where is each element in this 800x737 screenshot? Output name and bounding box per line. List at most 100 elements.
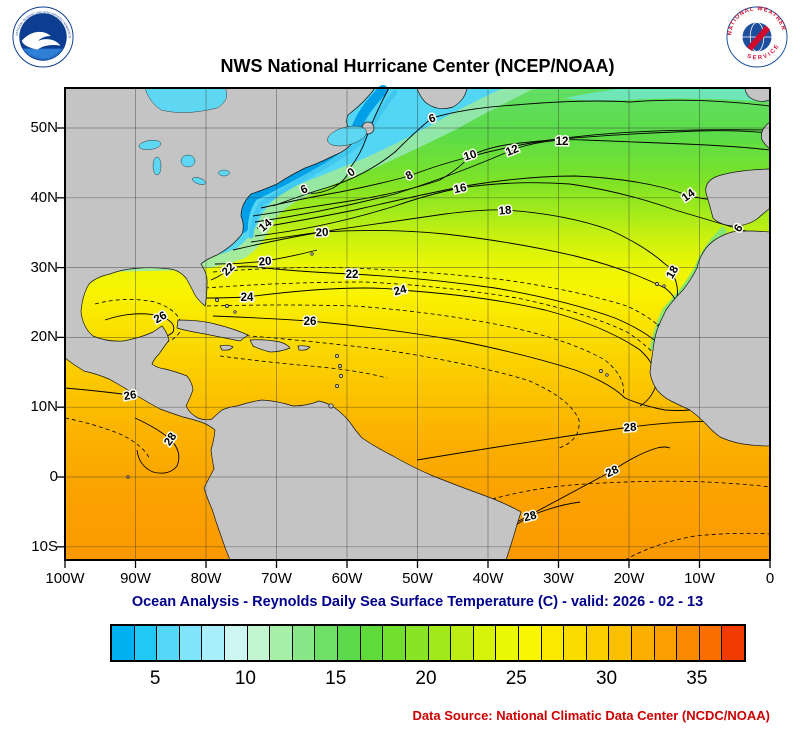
- france-landmass: [761, 121, 771, 150]
- lon-tick-label: 0: [765, 570, 775, 587]
- colorbar-tick-label: 5: [149, 668, 161, 689]
- lon-tick-label: 10W: [684, 570, 715, 587]
- great-lake: [218, 169, 230, 177]
- colorbar-cell: [473, 626, 497, 660]
- contour-label: 24: [393, 283, 409, 298]
- colorbar-cell: [405, 626, 429, 660]
- isotherm-dashed: [204, 281, 660, 361]
- lon-tick-label: 60W: [331, 570, 363, 587]
- colorbar-cell: [654, 626, 678, 660]
- island: [215, 298, 219, 302]
- colorbar-cell: [315, 626, 339, 660]
- colorbar-cell: [134, 626, 158, 660]
- grid-layer: [65, 88, 770, 560]
- island: [605, 373, 609, 377]
- lon-tick-label: 30W: [543, 570, 574, 587]
- isotherm-dashed: [206, 304, 624, 397]
- colorbar-cell: [541, 626, 565, 660]
- lon-tick-label: 50W: [402, 570, 433, 587]
- colorbar-cell: [586, 626, 610, 660]
- colorbar-cell: [722, 626, 745, 660]
- contour-label: 26: [123, 389, 138, 403]
- hispaniola-island: [249, 339, 291, 353]
- colorbar-cell: [428, 626, 452, 660]
- island: [335, 354, 339, 358]
- contour-label: 16: [453, 182, 468, 196]
- colorbar-cell: [632, 626, 655, 660]
- jamaica-island: [219, 344, 234, 351]
- contour-label: 10: [462, 148, 478, 163]
- colorbar-cell: [247, 626, 271, 660]
- isotherm-26: [212, 315, 691, 411]
- island: [335, 384, 339, 388]
- british-isles-landmass: [744, 87, 771, 102]
- colorbar-cell: [383, 626, 406, 660]
- colorbar-cell: [112, 626, 135, 660]
- contour-label: 28: [523, 509, 539, 524]
- colorbar-cell: [270, 626, 293, 660]
- noaa-logo: NATIONAL OCEANIC AND ATMOSPHERIC ADMINIS…: [12, 6, 74, 68]
- colorbar-cell: [496, 626, 519, 660]
- colorbar: [110, 624, 746, 662]
- isotherm-dashed: [624, 532, 771, 561]
- colorbar-tick-label: 20: [415, 668, 437, 689]
- isotherm-20b: [214, 249, 318, 265]
- contour-label: 18: [498, 204, 512, 217]
- great-lake: [180, 154, 196, 168]
- isotherm-dashed: [219, 355, 388, 379]
- island: [662, 284, 666, 288]
- lat-tick-label: 10N: [30, 398, 58, 416]
- contour-label: 20: [258, 255, 272, 268]
- isotherm-8: [260, 129, 771, 209]
- page-title: NWS National Hurricane Center (NCEP/NOAA…: [220, 56, 615, 76]
- colorbar-cell: [179, 626, 203, 660]
- colorbar-cell: [292, 626, 316, 660]
- island: [310, 252, 314, 256]
- great-lake: [152, 156, 162, 176]
- noaa-gull-icon: [21, 31, 61, 50]
- isotherm-28b: [516, 446, 671, 523]
- isotherm-dashed: [64, 417, 151, 461]
- contour-label: 22: [346, 269, 359, 281]
- lon-tick-label: 100W: [45, 570, 85, 587]
- lat-tick-label: 0: [49, 468, 58, 485]
- colorbar-cell: [360, 626, 384, 660]
- lat-tick-label: 10S: [31, 537, 58, 555]
- colorbar-tick-label: 25: [505, 668, 527, 689]
- contour-label: 28: [623, 421, 637, 434]
- axis-ticks: [57, 127, 771, 568]
- island: [339, 374, 343, 378]
- great-lake: [138, 140, 162, 150]
- colorbar-cell: [609, 626, 633, 660]
- contour-label: 24: [241, 292, 254, 304]
- greenland-landmass: [416, 87, 468, 109]
- lon-tick-label: 70W: [261, 570, 292, 587]
- contour-label: 20: [315, 227, 328, 240]
- noaa-logo-sea: [22, 48, 64, 60]
- island: [233, 310, 237, 314]
- caption: Ocean Analysis - Reynolds Daily Sea Surf…: [131, 594, 704, 610]
- colorbar-tick-label: 15: [325, 668, 347, 689]
- isotherm-0: [304, 87, 390, 194]
- colorbar-cell: [677, 626, 700, 660]
- data-source: Data Source: National Climatic Data Cent…: [412, 708, 770, 723]
- colorbar-cell: [451, 626, 474, 660]
- island: [655, 282, 659, 286]
- isotherm-12: [254, 139, 771, 223]
- colorbar-tick-label: 10: [234, 668, 256, 689]
- colorbar-cell: [202, 626, 226, 660]
- lon-tick-label: 90W: [120, 570, 151, 587]
- island: [225, 304, 229, 308]
- cuba-island: [176, 319, 249, 342]
- isotherm-6: [272, 99, 771, 207]
- lon-tick-label: 40W: [472, 570, 504, 587]
- colorbar-cell: [338, 626, 361, 660]
- africa-landmass: [649, 230, 771, 447]
- contour-label: 26: [304, 316, 317, 328]
- isotherm-dashed: [224, 333, 580, 449]
- lat-tick-label: 20N: [30, 328, 58, 346]
- lat-tick-label: 40N: [30, 188, 58, 206]
- island: [338, 364, 342, 368]
- land-layer: [64, 87, 771, 561]
